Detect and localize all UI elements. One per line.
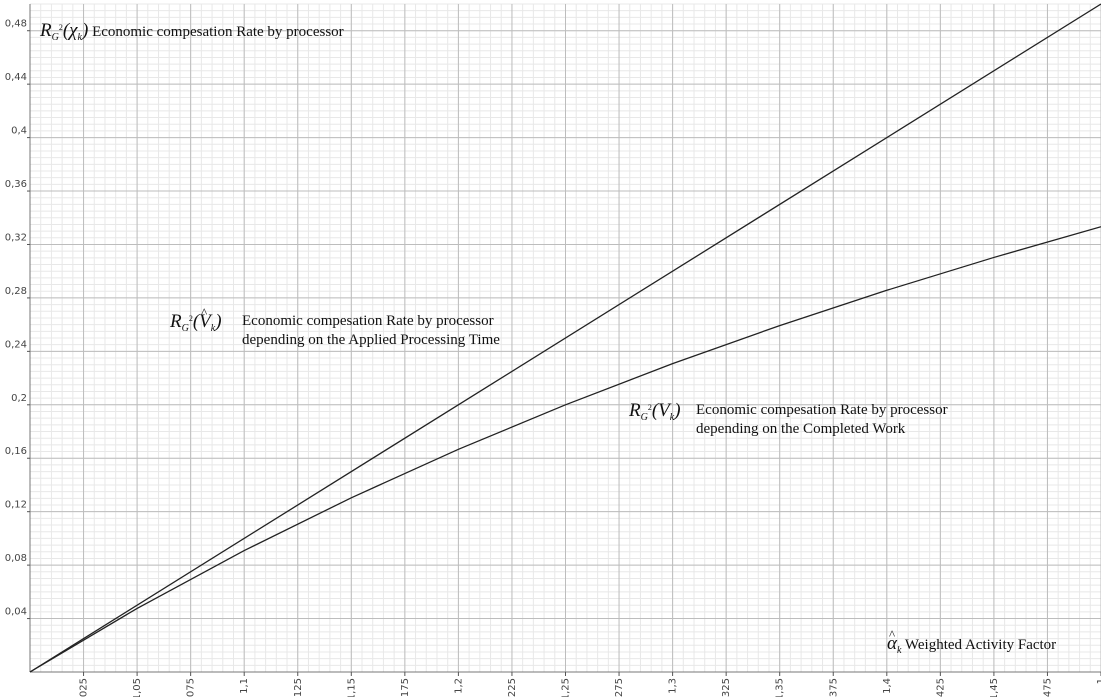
symbol-rparen: ) bbox=[215, 311, 222, 332]
series-line-1 bbox=[29, 3, 1101, 673]
symbol-k: k bbox=[77, 32, 82, 43]
x-tick-label: 1 bbox=[1096, 678, 1101, 684]
symbol-lparen: ( bbox=[62, 20, 70, 41]
y-tick-label: 0,24 bbox=[5, 339, 27, 350]
x-tick-label: 1,15 bbox=[346, 678, 357, 697]
symbol-k: k bbox=[210, 323, 216, 334]
x-tick-label: 1,3 bbox=[668, 678, 679, 694]
annotation-alpha: αk Weighted Activity Factor bbox=[887, 625, 1057, 660]
x-tick-label: 1,175 bbox=[400, 678, 411, 697]
annotation-top-text: Economic compesation Rate by processor bbox=[92, 24, 344, 40]
x-tick-label: 1,4 bbox=[882, 678, 893, 694]
symbol-R: R bbox=[40, 20, 52, 41]
annotation-applied-line2: depending on the Applied Processing Time bbox=[242, 332, 500, 348]
x-tick-label: 1,45 bbox=[989, 678, 1000, 697]
x-tick-label: 1,275 bbox=[614, 678, 625, 697]
symbol-lparen: ( bbox=[192, 311, 200, 332]
y-tick-labels: 0,04 0,08 0,12 0,16 0,2 0,24 0,28 0,32 0,36 0,4 0,… bbox=[5, 19, 27, 618]
annotation-completed-text: Economic compesation Rate by processor d… bbox=[696, 401, 948, 439]
series bbox=[29, 3, 1101, 673]
y-tick-label: 0,12 bbox=[5, 500, 27, 511]
y-tick-label: 0,36 bbox=[5, 179, 27, 190]
x-tick-label: 1,25 bbox=[561, 678, 572, 697]
symbol-rparen: ) bbox=[81, 20, 89, 41]
x-tick-label: 1,35 bbox=[775, 678, 786, 697]
x-tick-label: 1,1 bbox=[239, 678, 250, 694]
y-tick-label: 0,28 bbox=[5, 286, 27, 297]
y-tick-label: 0,48 bbox=[5, 19, 27, 30]
symbol-k: k bbox=[896, 645, 902, 656]
symbol-G: G bbox=[181, 323, 189, 334]
x-tick-label: 1,325 bbox=[721, 678, 732, 697]
x-tick-label: 1,075 bbox=[186, 678, 197, 697]
symbol-alpha-hat: α bbox=[887, 625, 897, 653]
x-tick-label: 1,125 bbox=[293, 678, 304, 697]
y-tick-label: 0,2 bbox=[11, 393, 27, 404]
annotation-applied: RG2(Vk) bbox=[170, 303, 222, 338]
x-tick-label: 1,2 bbox=[453, 678, 464, 694]
symbol-2: 2 bbox=[58, 23, 63, 32]
symbol-2: 2 bbox=[188, 314, 193, 323]
symbol-R: R bbox=[170, 311, 182, 332]
y-tick-label: 0,16 bbox=[5, 446, 27, 457]
x-tick-label: 1,225 bbox=[507, 678, 518, 697]
annotation-completed-line2: depending on the Completed Work bbox=[696, 421, 906, 437]
x-tick-label: 1,375 bbox=[828, 678, 839, 697]
symbol-2: 2 bbox=[647, 403, 652, 412]
annotation-completed: RG2(Vk) bbox=[629, 398, 681, 427]
series-line-2 bbox=[29, 226, 1101, 673]
symbol-G: G bbox=[51, 32, 59, 43]
x-tick-label: 1,025 bbox=[79, 678, 90, 697]
x-tick-label: 1,425 bbox=[935, 678, 946, 697]
symbol-rparen: ) bbox=[674, 400, 681, 421]
axes bbox=[27, 4, 1101, 676]
annotation-applied-text: Economic compesation Rate by processor d… bbox=[242, 312, 500, 350]
symbol-G: G bbox=[640, 412, 648, 423]
x-tick-labels: 1,025 1,05 1,075 1,1 1,125 1,15 1,175 1,2 1,225 1… bbox=[79, 678, 1101, 697]
x-axis-label: Weighted Activity Factor bbox=[904, 637, 1057, 653]
x-tick-label: 1,05 bbox=[132, 678, 143, 697]
y-tick-label: 0,08 bbox=[5, 553, 27, 564]
annotation-completed-line1: Economic compesation Rate by processor bbox=[696, 402, 948, 418]
symbol-chi: χ bbox=[69, 20, 78, 41]
annotation-top: RG2(χk) Economic compesation Rate by pro… bbox=[40, 18, 344, 47]
y-tick-label: 0,44 bbox=[5, 72, 27, 83]
x-tick-label: 1,475 bbox=[1042, 678, 1053, 697]
symbol-k: k bbox=[669, 412, 675, 423]
y-tick-label: 0,04 bbox=[5, 607, 27, 618]
y-tick-label: 0,32 bbox=[5, 232, 27, 243]
symbol-V: V bbox=[658, 400, 670, 421]
annotation-applied-line1: Economic compesation Rate by processor bbox=[242, 313, 494, 329]
y-tick-label: 0,4 bbox=[11, 126, 27, 137]
symbol-V-hat: V bbox=[199, 303, 211, 331]
symbol-lparen: ( bbox=[651, 400, 659, 421]
symbol-R: R bbox=[629, 400, 641, 421]
